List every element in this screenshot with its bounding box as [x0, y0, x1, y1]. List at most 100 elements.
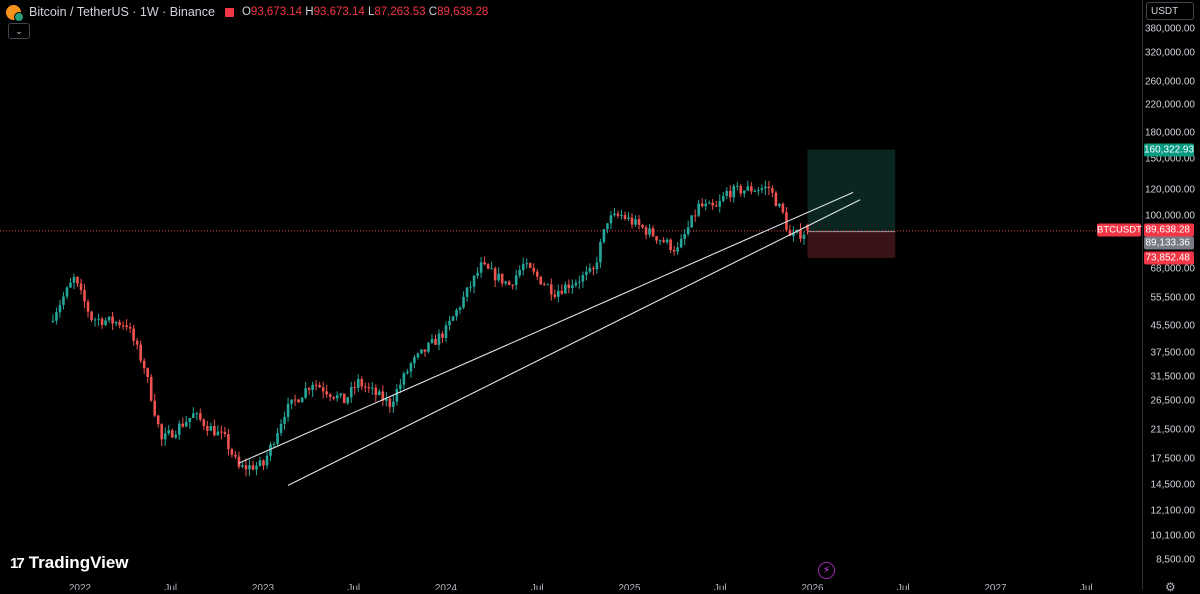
candle — [655, 235, 658, 244]
candle-body — [328, 394, 332, 397]
candle-body — [728, 190, 732, 198]
candle-body — [462, 296, 465, 308]
candle — [757, 187, 760, 196]
price-tick-label: 8,500.00 — [1156, 554, 1195, 566]
candle-body — [290, 399, 293, 404]
candle — [153, 393, 157, 418]
chart-canvas[interactable] — [0, 0, 1142, 590]
market-status-icon[interactable] — [224, 7, 234, 17]
candle — [479, 256, 483, 278]
candle-body — [423, 349, 427, 352]
candle — [290, 399, 293, 410]
candle — [248, 459, 251, 476]
candle-body — [539, 276, 543, 285]
candle — [97, 313, 100, 326]
candle — [441, 331, 444, 343]
candle-body — [283, 416, 286, 424]
candle — [693, 209, 697, 223]
price-tick-label: 260,000.00 — [1144, 76, 1195, 88]
price-scale[interactable]: 380,000.00 320,000.00 260,000.00 220,000.00… — [1142, 0, 1200, 590]
candle — [107, 316, 111, 323]
candle-body — [578, 281, 581, 283]
candle — [121, 321, 125, 330]
candle — [142, 357, 146, 374]
candle — [592, 265, 595, 276]
candle — [395, 384, 399, 406]
candle — [360, 376, 364, 390]
collapse-legend-button[interactable]: ⌄ — [8, 23, 30, 39]
candle-body — [241, 465, 244, 467]
candle-body — [262, 460, 265, 466]
price-tick-label: 12,100.00 — [1150, 505, 1196, 517]
candle — [51, 314, 55, 324]
candle — [735, 181, 739, 191]
candle — [427, 341, 430, 354]
candle — [325, 385, 328, 398]
candle — [304, 381, 307, 400]
candle — [335, 391, 339, 402]
candle — [111, 312, 114, 331]
symbol-title[interactable]: Bitcoin / TetherUS · 1W · Binance — [29, 5, 215, 19]
candle-body — [602, 229, 606, 243]
settings-gear-icon[interactable]: ⚙ — [1165, 580, 1176, 594]
candle-body — [399, 384, 402, 390]
time-tick-label: Jul — [164, 583, 178, 590]
candle-body — [360, 379, 364, 387]
candle — [170, 428, 174, 439]
candle — [213, 419, 216, 437]
candle — [683, 229, 686, 246]
candle-body — [441, 333, 444, 338]
candle-body — [623, 215, 627, 219]
candle — [262, 459, 265, 471]
candle — [55, 307, 58, 325]
candle-body — [458, 307, 462, 310]
candle — [241, 462, 244, 469]
candle-body — [465, 287, 469, 297]
candle — [697, 199, 700, 218]
candle-body — [139, 344, 142, 361]
candle-body — [781, 203, 785, 213]
candle — [511, 284, 514, 290]
currency-button[interactable]: USDT — [1146, 2, 1194, 20]
price-tick-label: 45,500.00 — [1150, 320, 1196, 332]
candle-body — [79, 283, 83, 290]
candle-body — [658, 240, 662, 242]
candle-body — [100, 318, 104, 325]
candle-body — [427, 342, 430, 352]
candle-body — [483, 262, 486, 265]
candle-body — [339, 393, 343, 396]
lightning-icon[interactable]: ⚡ — [818, 562, 835, 579]
candle-body — [51, 320, 55, 322]
candle-body — [118, 322, 121, 326]
trendline — [238, 191, 854, 464]
tradingview-mark-icon: 17 — [10, 554, 25, 572]
candle-body — [128, 327, 132, 329]
tradingview-logo[interactable]: 17 TradingView — [10, 553, 129, 572]
candle-body — [272, 443, 276, 445]
candle-body — [234, 454, 237, 457]
candle-body — [476, 272, 479, 276]
candle-body — [721, 195, 725, 202]
candle — [585, 266, 588, 281]
candle — [472, 275, 476, 294]
candle-body — [542, 284, 546, 286]
candle-body — [160, 424, 164, 440]
candle — [188, 417, 192, 429]
candle — [283, 411, 286, 430]
candle — [739, 184, 743, 197]
candle-body — [318, 384, 321, 388]
candle-body — [304, 388, 307, 398]
candle-body — [588, 268, 592, 272]
candle — [746, 180, 750, 192]
candle-body — [648, 228, 651, 235]
chart-pane[interactable]: Bitcoin / TetherUS · 1W · Binance O93,67… — [0, 0, 1142, 590]
candle-body — [532, 267, 536, 272]
candle-body — [497, 273, 500, 281]
candle-body — [430, 338, 434, 343]
symbol-header[interactable]: Bitcoin / TetherUS · 1W · Binance O93,67… — [6, 3, 488, 22]
candle-body — [672, 250, 676, 252]
candle — [416, 352, 420, 360]
candle-body — [199, 413, 202, 420]
bitcoin-icon — [6, 4, 24, 22]
candle — [234, 450, 237, 460]
